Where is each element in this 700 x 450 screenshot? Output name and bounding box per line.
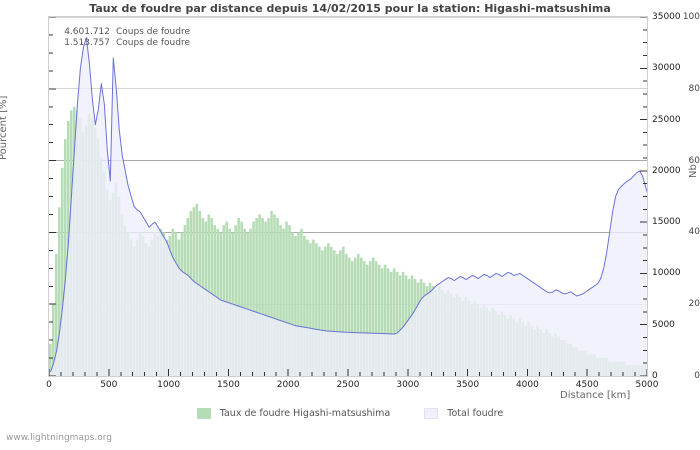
y-tick-left-40: 40 [688,227,700,238]
chart-legend: Taux de foudre Higashi-matsushima Total … [0,408,700,419]
y-tick-left-0: 0 [694,371,700,381]
x-tick-1500: 1500 [216,380,240,390]
y-tick-right-0: 0 [652,371,658,381]
annotation-label-0: Coups de foudre [116,27,190,37]
y-tick-left-20: 20 [688,299,700,310]
annotation-block: 4.601.712 Coups de foudre 1.513.757 Coups … [58,27,190,49]
annotation-value-1: 1.513.757 [64,38,110,48]
annotation-label-1: Coups de foudre [116,38,190,48]
footer-credit: www.lightningmaps.org [6,433,112,443]
x-tick-3500: 3500 [456,380,480,390]
legend-item-total[interactable]: Total foudre [424,408,503,419]
x-tick-1000: 1000 [157,380,181,390]
plot-area [48,16,648,377]
x-tick-3000: 3000 [396,380,420,390]
legend-label-rate: Taux de foudre Higashi-matsushima [219,408,391,419]
y-tick-right-25000: 25000 [652,114,681,125]
y-tick-left-100: 100 [682,12,700,22]
y-tick-right-20000: 20000 [652,165,681,176]
annotation-row: 1.513.757 Coups de foudre [58,38,190,49]
y-axis-left-label: Pourcent [%] [0,95,9,160]
legend-swatch-rate [196,408,211,419]
legend-label-total: Total foudre [447,408,504,419]
y-tick-left-60: 60 [688,155,700,166]
y-tick-right-5000: 5000 [652,319,675,330]
legend-swatch-total [424,408,439,419]
y-tick-left-80: 80 [688,83,700,94]
x-tick-500: 500 [100,380,118,390]
y-tick-right-30000: 30000 [652,63,681,74]
x-tick-4500: 4500 [575,380,599,390]
plot-svg [49,17,647,376]
legend-item-rate[interactable]: Taux de foudre Higashi-matsushima [196,408,391,419]
x-tick-2000: 2000 [276,380,300,390]
x-tick-5000: 5000 [635,380,659,390]
chart-title: Taux de foudre par distance depuis 14/02… [89,2,611,15]
y-tick-right-10000: 10000 [652,268,681,279]
y-axis-right-label: Nb [688,164,699,178]
annotation-value-0: 4.601.712 [64,27,110,37]
x-tick-0: 0 [46,380,52,390]
x-tick-4000: 4000 [515,380,539,390]
y-tick-right-35000: 35000 [652,12,681,22]
x-tick-2500: 2500 [336,380,360,390]
annotation-row: 4.601.712 Coups de foudre [58,27,190,38]
y-tick-right-15000: 15000 [652,217,681,228]
x-axis-label: Distance [km] [560,390,631,401]
